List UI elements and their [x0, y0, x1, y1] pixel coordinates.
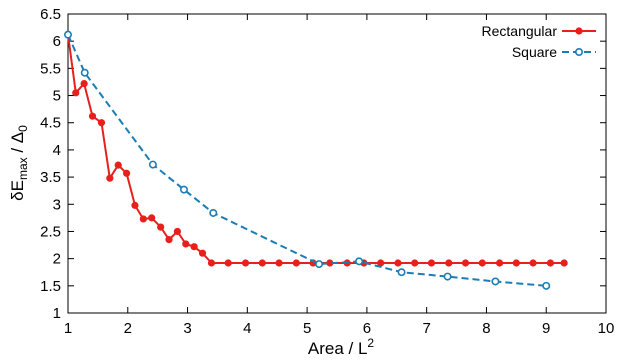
data-point-rectangular [88, 112, 97, 120]
data-point-rectangular [190, 243, 198, 251]
y-tick-label: 4 [53, 142, 61, 159]
y-tick-label: 2.5 [40, 223, 61, 240]
data-point-rectangular [560, 259, 568, 267]
data-point-rectangular [326, 259, 334, 267]
series-line-square [67, 34, 547, 287]
plot-frame [67, 13, 607, 314]
x-tick-label: 3 [183, 320, 191, 337]
data-point-rectangular [207, 259, 216, 267]
data-point-rectangular [394, 259, 402, 267]
y-tick-label: 6 [53, 33, 61, 50]
series-layer [64, 30, 568, 290]
y-tick-label: 3.5 [40, 169, 61, 186]
y-tick-label: 2 [53, 251, 61, 268]
data-point-rectangular [377, 259, 385, 267]
data-point-rectangular [72, 89, 80, 97]
data-point-rectangular [182, 240, 190, 248]
axes: 1 2 3 4 5 6 7 8 9 10 1 1.5 2 2.5 3 3.5 4 4.5 5 5.5 6 6.5 [40, 6, 614, 337]
data-point-rectangular [80, 79, 88, 88]
x-tick-label: 4 [243, 320, 251, 337]
legend-label-rectangular: Rectangular [482, 23, 558, 39]
data-point-rectangular [445, 259, 453, 267]
data-point-square [443, 272, 452, 281]
data-point-square [355, 257, 364, 266]
data-point-rectangular [241, 259, 250, 267]
data-point-square [148, 160, 157, 169]
x-tick-label: 8 [482, 320, 490, 337]
data-point-rectangular [131, 201, 139, 209]
data-point-square [209, 208, 218, 217]
data-point-rectangular [122, 169, 131, 177]
series-rectangular [64, 31, 568, 267]
x-tick-label: 6 [363, 320, 371, 337]
data-point-rectangular [148, 214, 156, 222]
data-point-rectangular [224, 259, 232, 267]
data-point-rectangular [529, 259, 537, 267]
data-point-rectangular [198, 249, 207, 257]
legend-label-square: Square [512, 44, 557, 60]
data-point-rectangular [275, 259, 283, 267]
y-axis-label: δEmax / Δ0 [8, 125, 30, 201]
data-point-rectangular [106, 174, 114, 182]
data-point-rectangular [139, 215, 147, 223]
data-point-square [179, 185, 188, 194]
x-tick-label: 1 [64, 320, 72, 337]
y-tick-label: 3 [53, 196, 61, 213]
y-tick-label: 1 [53, 305, 61, 322]
legend-marker-square [574, 47, 583, 56]
data-point-rectangular [114, 161, 122, 169]
data-point-rectangular [546, 259, 555, 267]
data-point-square [542, 281, 551, 290]
series-square [64, 30, 551, 290]
x-tick-label: 2 [124, 320, 132, 337]
y-tick-label: 6.5 [40, 6, 61, 23]
x-tick-label: 9 [542, 320, 550, 337]
data-point-rectangular [165, 236, 173, 244]
data-point-square [315, 260, 324, 269]
y-tick-label: 5.5 [40, 60, 61, 77]
x-tick-label: 5 [303, 320, 311, 337]
data-point-rectangular [173, 227, 181, 236]
x-tick-label: 10 [598, 320, 615, 337]
data-point-rectangular [411, 259, 419, 267]
data-point-square [64, 30, 73, 39]
data-point-rectangular [427, 259, 436, 267]
data-point-rectangular [495, 259, 504, 267]
data-point-rectangular [478, 259, 486, 267]
data-point-rectangular [292, 259, 300, 267]
data-point-square [491, 277, 500, 286]
legend-marker-rectangular [575, 27, 583, 35]
data-point-rectangular [97, 119, 106, 127]
data-point-rectangular [258, 259, 266, 267]
data-point-rectangular [512, 259, 520, 267]
data-point-rectangular [461, 259, 470, 267]
y-tick-label: 5 [53, 88, 61, 105]
y-tick-label: 4.5 [40, 115, 61, 132]
data-point-square [397, 268, 406, 277]
y-tick-label: 1.5 [40, 278, 61, 295]
data-point-rectangular [157, 223, 165, 231]
x-tick-label: 7 [422, 320, 430, 337]
data-point-square [80, 68, 89, 77]
x-axis-label: Area / L2 [308, 336, 375, 358]
legend: Rectangular Square [482, 23, 596, 60]
